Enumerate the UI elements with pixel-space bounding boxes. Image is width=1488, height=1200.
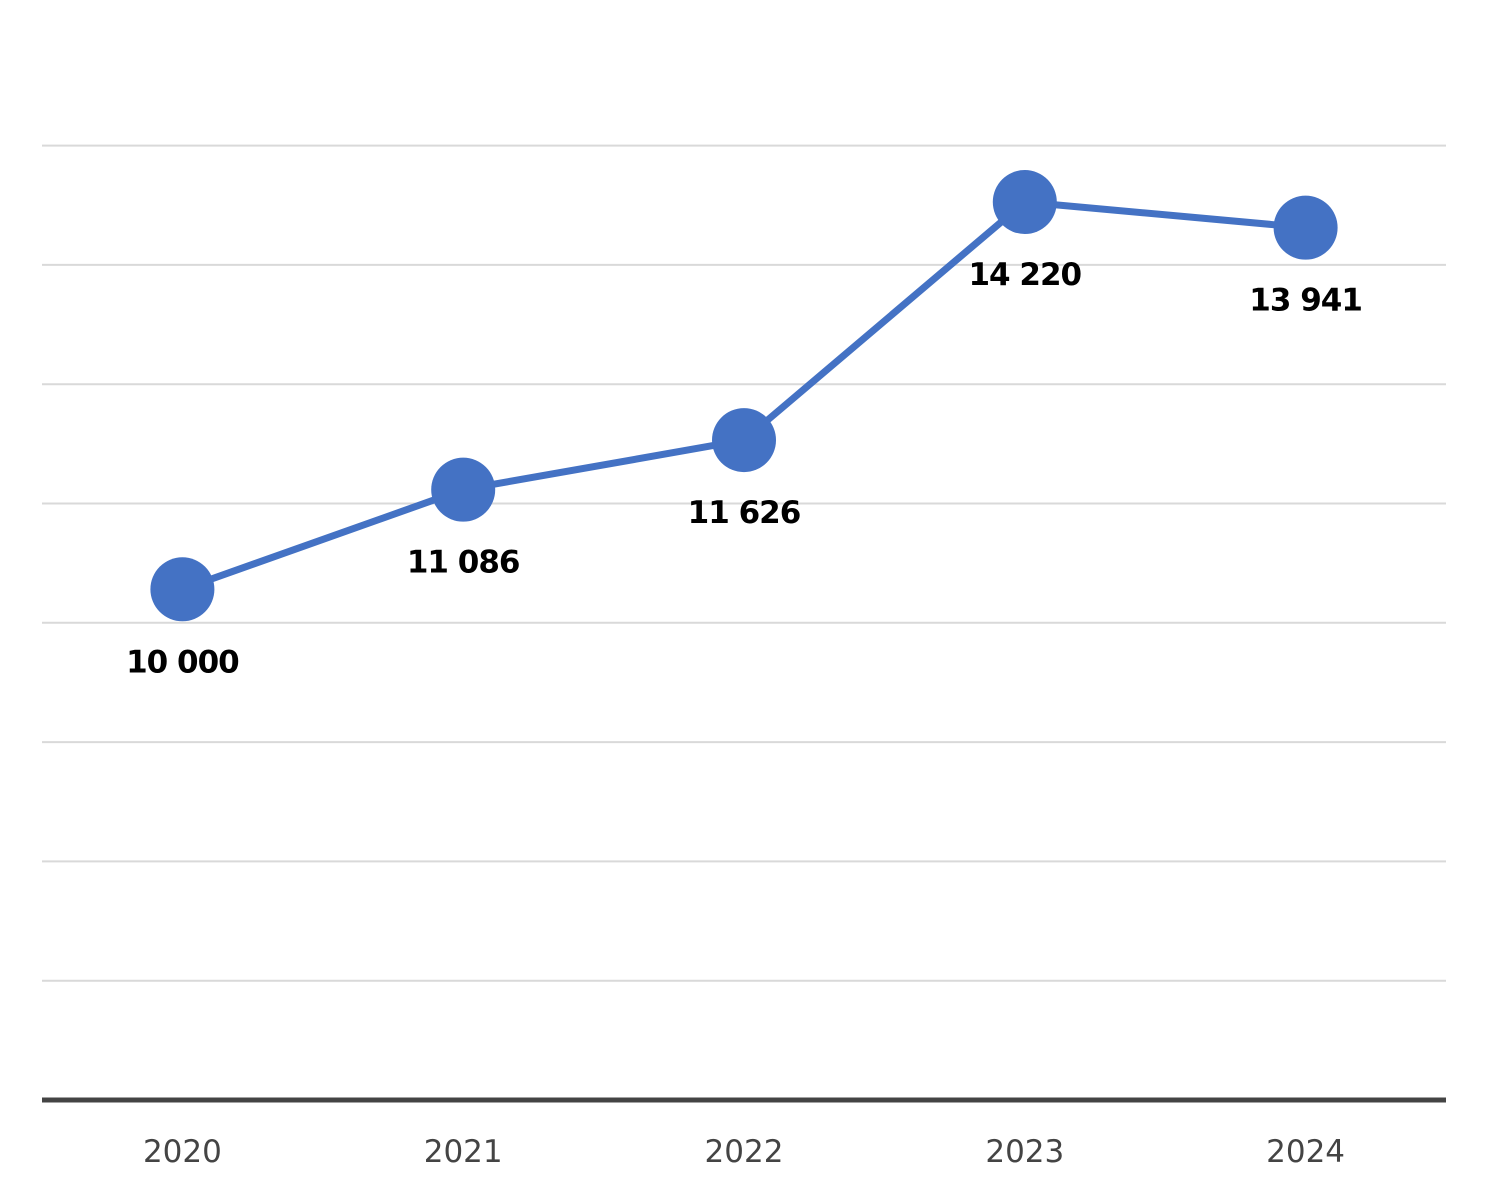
data-point-2024 bbox=[1273, 195, 1338, 260]
data-label-2022: 11 626 bbox=[688, 495, 801, 531]
data-label-2020: 10 000 bbox=[126, 644, 239, 680]
x-tick-label-2022: 2022 bbox=[705, 1134, 784, 1170]
data-label-2023: 14 220 bbox=[968, 257, 1081, 293]
x-tick-label-2024: 2024 bbox=[1266, 1134, 1345, 1170]
x-tick-label-2021: 2021 bbox=[424, 1134, 503, 1170]
x-tick-label-2020: 2020 bbox=[143, 1134, 222, 1170]
data-point-2021 bbox=[431, 457, 496, 522]
data-point-2023 bbox=[992, 170, 1057, 235]
data-label-2021: 11 086 bbox=[407, 545, 520, 581]
x-axis: 2020 2021 2022 2023 2024 bbox=[42, 1097, 1446, 1170]
x-tick-label-2023: 2023 bbox=[985, 1134, 1064, 1170]
gridlines bbox=[42, 144, 1446, 982]
data-label-2024: 13 941 bbox=[1249, 283, 1362, 319]
series-group: 10 000 11 086 11 626 14 220 13 941 bbox=[126, 170, 1363, 680]
series-line bbox=[178, 198, 1310, 593]
data-point-2020 bbox=[150, 557, 215, 622]
data-point-2022 bbox=[712, 408, 776, 473]
